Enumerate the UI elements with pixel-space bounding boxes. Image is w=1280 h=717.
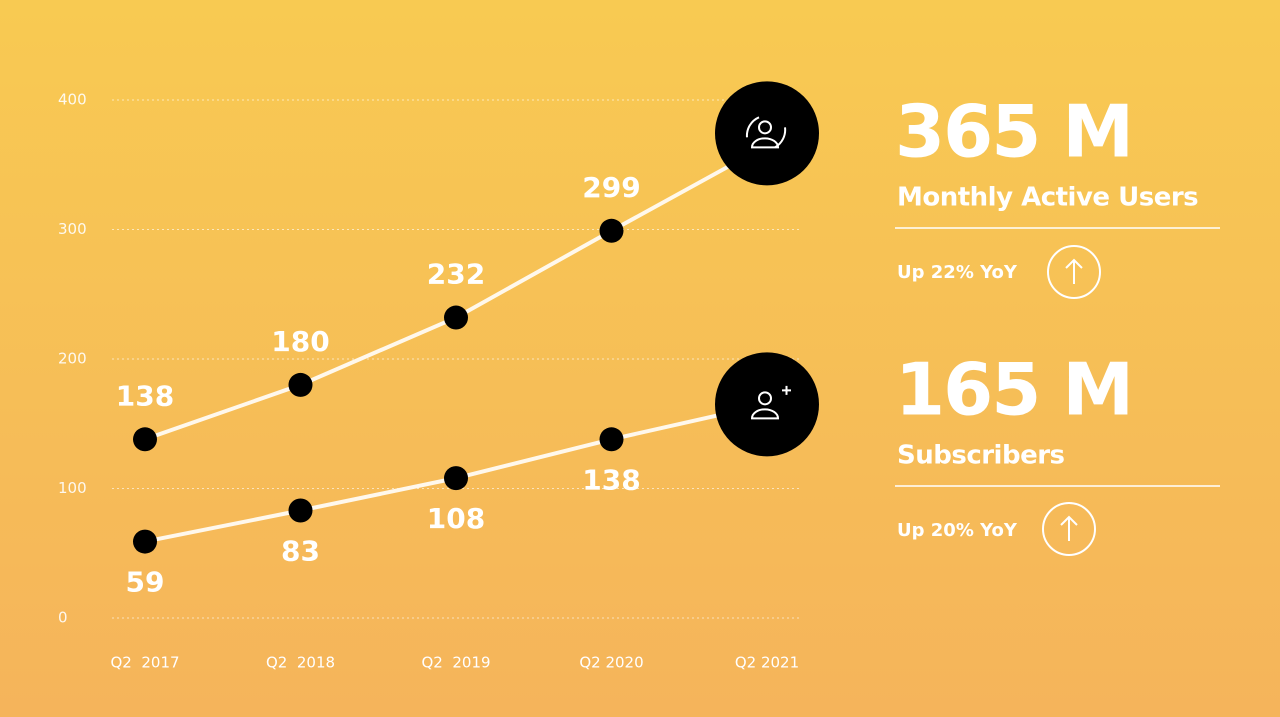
marker (444, 305, 468, 330)
up-arrow-icon (1047, 245, 1101, 299)
x-tick-label: Q2 2021 (735, 654, 799, 672)
marker (444, 466, 468, 491)
icon-arrow (745, 116, 787, 149)
data-label: 138 (116, 379, 174, 412)
data-label: 138 (582, 463, 640, 496)
y-tick-label: 400 (58, 91, 87, 109)
x-tick-label: Q2 2017 (110, 654, 179, 672)
kpi-value: 165 M (895, 348, 1132, 432)
marker (288, 372, 313, 397)
x-tick-label: Q2 2018 (266, 654, 335, 672)
x-tick-label: Q2 2019 (421, 654, 490, 672)
icon (745, 116, 787, 149)
icon-head (758, 120, 772, 135)
y-tick-label: 300 (58, 220, 87, 238)
icon-head (758, 391, 772, 406)
arrow (1065, 258, 1083, 284)
icon (750, 385, 791, 420)
x-tick-label: Q2 2020 (579, 654, 643, 672)
icon-plus (782, 385, 791, 395)
arrow-ring (1047, 245, 1101, 299)
kpi-change: Up 22% YoY (897, 262, 1018, 283)
data-label: 59 (126, 566, 165, 599)
data-label: 180 (271, 325, 329, 358)
icon-body (750, 408, 780, 420)
marker (133, 529, 157, 554)
data-label: 83 (281, 535, 320, 568)
kpi-name: Monthly Active Users (897, 183, 1198, 213)
up-arrow-icon (1042, 502, 1096, 556)
marker (133, 427, 157, 452)
y-tick-label: 200 (58, 350, 87, 368)
arrow-ring (1042, 502, 1096, 556)
marker (599, 218, 624, 243)
kpi-value: 365 M (895, 90, 1132, 174)
data-label: 108 (427, 502, 485, 535)
y-tick-label: 0 (58, 609, 68, 627)
arrow (1060, 515, 1078, 541)
marker (288, 498, 313, 523)
kpi-name: Subscribers (897, 441, 1065, 471)
data-label: 299 (582, 171, 640, 204)
kpi-change: Up 20% YoY (897, 520, 1018, 541)
data-label: 232 (427, 258, 485, 291)
y-tick-label: 100 (58, 479, 87, 497)
marker (599, 427, 624, 452)
